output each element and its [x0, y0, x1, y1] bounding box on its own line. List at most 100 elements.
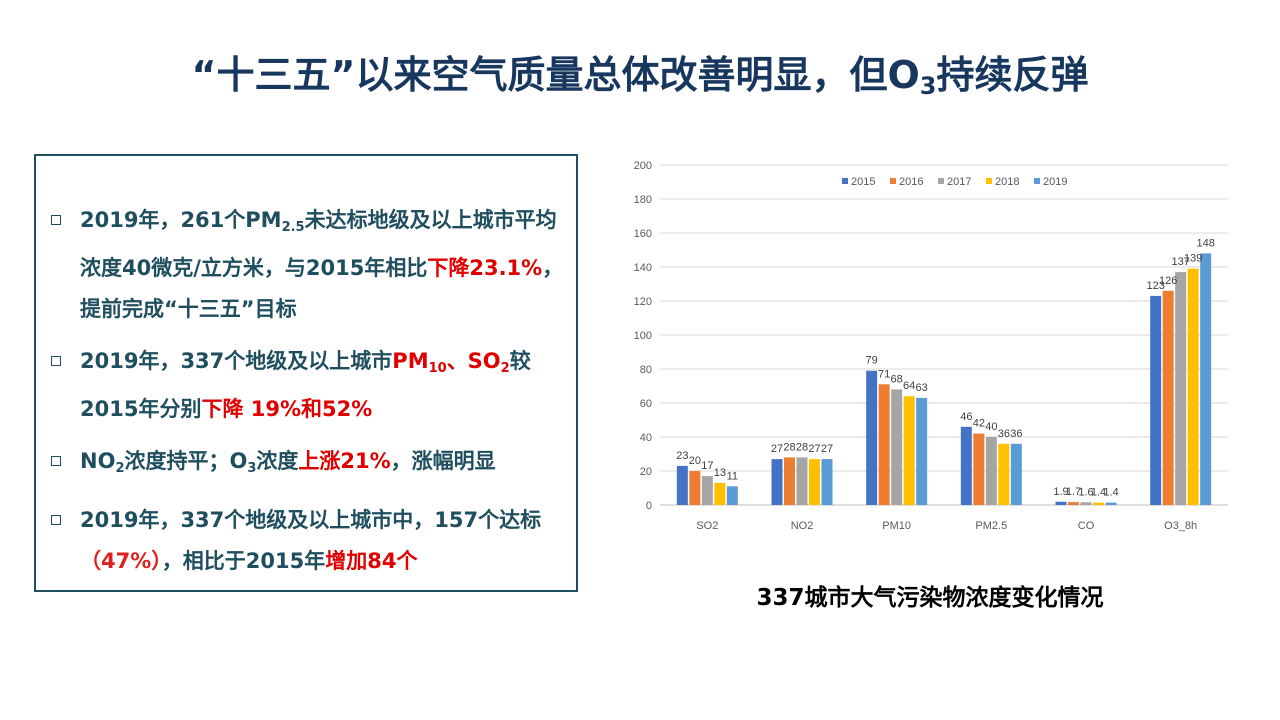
- y-tick-label: 0: [646, 500, 652, 512]
- bullet3-text-c: ，涨幅明显: [390, 449, 496, 473]
- x-tick-label: PM10: [882, 520, 911, 532]
- bar-PM10-2018: [903, 396, 915, 505]
- data-label: 40: [985, 421, 997, 433]
- bar-NO2-2016: [784, 457, 795, 505]
- chart-y-ticks: 0 20 40 60 80 100 120 140 160 180 200: [634, 160, 652, 512]
- data-label: 123: [1146, 280, 1164, 292]
- y-tick-label: 160: [634, 228, 652, 240]
- legend-swatch: [1034, 178, 1040, 184]
- data-label: 1.7: [1066, 486, 1081, 498]
- bullet2-highlight: 下降 19%和52%: [201, 397, 373, 421]
- title-subscript: 3: [919, 72, 937, 100]
- legend-label: 2019: [1043, 176, 1067, 188]
- bar-CO-2019: [1105, 502, 1117, 505]
- bar-SO2-2016: [689, 471, 701, 505]
- bar-NO2-2018: [809, 459, 820, 505]
- bullet-item-no2-o3: NO2浓度持平；O3浓度上涨21%，涨幅明显: [48, 441, 576, 489]
- y-tick-label: 60: [640, 398, 652, 410]
- y-tick-label: 80: [640, 364, 652, 376]
- bar-SO2-2017: [701, 476, 713, 505]
- bar-O3_8h-2017: [1175, 272, 1187, 505]
- x-tick-label: NO2: [791, 520, 814, 532]
- bullet-item-attainment: 2019年，337个地级及以上城市中，157个达标 （47%），相比于2015年增…: [48, 500, 576, 582]
- bar-PM2.5-2019: [1010, 443, 1022, 505]
- bar-CO-2016: [1068, 502, 1079, 505]
- bullet4-percent: （47%）: [80, 549, 162, 573]
- bullet3-no: NO: [80, 449, 116, 473]
- bar-CO-2017: [1080, 502, 1092, 505]
- data-label: 28: [783, 441, 795, 453]
- data-label: 28: [796, 441, 808, 453]
- bullet2-pm: PM: [392, 349, 429, 373]
- square-bullet-icon: [51, 456, 61, 466]
- legend-swatch: [890, 178, 896, 184]
- data-label: 11: [727, 470, 738, 482]
- bar-SO2-2019: [726, 486, 738, 505]
- data-label: 79: [866, 355, 878, 367]
- chart-x-ticks: SO2 NO2 PM10 PM2.5 CO O3_8h: [696, 520, 1197, 532]
- data-label: 27: [771, 443, 783, 455]
- x-tick-label: CO: [1078, 520, 1095, 532]
- bar-PM2.5-2016: [973, 433, 985, 505]
- bar-NO2-2019: [821, 459, 833, 505]
- legend-label: 2018: [995, 176, 1019, 188]
- title-main: “十三五”以来空气质量总体改善明显，但O: [191, 53, 920, 97]
- data-label: 126: [1159, 275, 1177, 287]
- bar-O3_8h-2018: [1187, 268, 1199, 505]
- bar-NO2-2015: [771, 459, 783, 505]
- data-label: 68: [891, 373, 903, 385]
- data-label: 46: [960, 411, 972, 423]
- legend-swatch: [842, 178, 848, 184]
- bar-PM2.5-2018: [998, 443, 1010, 505]
- y-tick-label: 20: [640, 466, 652, 478]
- legend-label: 2015: [851, 176, 875, 188]
- bullet1-text-b: 未达标地级及以上城市平均浓度40微克/立方米，与2015年相比: [80, 208, 557, 280]
- bullet3-highlight: 上涨21%: [298, 449, 391, 473]
- square-bullet-icon: [51, 356, 61, 366]
- data-label: 71: [878, 368, 890, 380]
- bullet2-so-sub: 2: [500, 361, 510, 376]
- data-label: 1.9: [1053, 486, 1068, 498]
- data-label: 64: [903, 380, 915, 392]
- bullet-item-pm25: 2019年，261个PM2.5未达标地级及以上城市平均浓度40微克/立方米，与2…: [48, 200, 576, 330]
- bullet2-text-a: 2019年，337个地级及以上城市: [80, 349, 393, 373]
- y-tick-label: 200: [634, 160, 652, 172]
- legend-swatch: [986, 178, 992, 184]
- y-tick-label: 140: [634, 262, 652, 274]
- data-label: 36: [998, 428, 1010, 440]
- bullet1-highlight: 下降23.1%: [427, 256, 543, 280]
- bar-PM2.5-2015: [960, 426, 972, 505]
- bullet2-text-b: 较2015年分别: [80, 349, 531, 421]
- bullet-list: 2019年，261个PM2.5未达标地级及以上城市平均浓度40微克/立方米，与2…: [48, 200, 576, 593]
- data-label: 1.6: [1078, 486, 1093, 498]
- data-label: 148: [1196, 237, 1214, 249]
- slide-title: “十三五”以来空气质量总体改善明显，但O3持续反弹: [0, 44, 1280, 100]
- bullet4-text-b: ，相比于2015年: [161, 549, 326, 573]
- bar-SO2-2015: [676, 465, 688, 505]
- bar-NO2-2017: [796, 457, 808, 505]
- chart-legend: 2015 2016 2017 2018 2019: [842, 176, 1067, 188]
- data-label: 17: [701, 460, 713, 472]
- data-label: 63: [916, 382, 928, 394]
- bullet1-text-a: 2019年，261个PM: [80, 208, 282, 232]
- chart-bars: [676, 253, 1212, 505]
- legend-swatch: [938, 178, 944, 184]
- bar-O3_8h-2015: [1150, 295, 1162, 505]
- bullet2-so: 、SO: [446, 349, 501, 373]
- bullet4-text-a: 2019年，337个地级及以上城市中，157个达标: [80, 508, 542, 532]
- bullet3-text-b: 浓度: [256, 449, 299, 473]
- y-tick-label: 100: [634, 330, 652, 342]
- y-tick-label: 120: [634, 296, 652, 308]
- data-label: 42: [973, 418, 985, 430]
- x-tick-label: PM2.5: [975, 520, 1007, 532]
- y-tick-label: 40: [640, 432, 652, 444]
- x-tick-label: O3_8h: [1164, 520, 1197, 532]
- pollutant-bar-chart: 0 20 40 60 80 100 120 140 160 180 200 23 20 17 13 11 27…: [620, 150, 1240, 540]
- data-label: 23: [676, 450, 688, 462]
- data-label: 27: [808, 443, 820, 455]
- bullet3-no-sub: 2: [115, 461, 125, 476]
- data-label: 36: [1010, 428, 1022, 440]
- data-label: 27: [821, 443, 833, 455]
